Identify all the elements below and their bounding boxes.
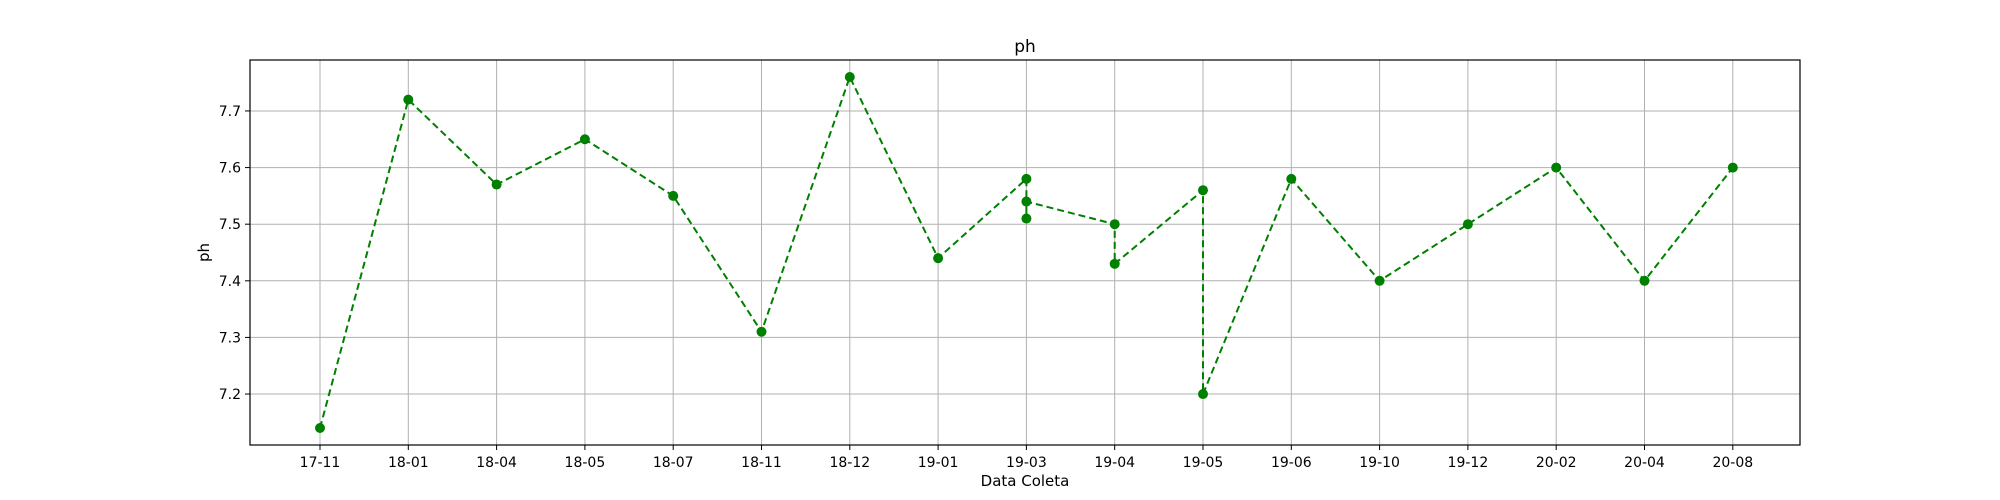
x-tick-label: 17-11: [300, 455, 341, 471]
x-axis-label: Data Coleta: [981, 472, 1070, 490]
x-tick-label: 19-01: [918, 455, 959, 471]
y-tick-label: 7.3: [219, 330, 241, 346]
y-tick-label: 7.2: [219, 387, 241, 403]
y-tick-label: 7.6: [219, 161, 241, 177]
axis-ticks: 17-11 18-01 18-04 18-05 18-07 18-11 18-12 19-01…: [219, 104, 1753, 471]
x-tick-label: 18-05: [565, 455, 606, 471]
data-point: [1109, 258, 1120, 269]
x-tick-label: 18-04: [476, 455, 517, 471]
data-point: [403, 94, 414, 105]
grid: [250, 60, 1800, 445]
data-point: [1374, 275, 1385, 286]
plot-frame: [249, 59, 1801, 446]
data-point: [315, 423, 325, 434]
data-point: [933, 253, 944, 264]
data-point: [491, 179, 502, 190]
x-tick-label: 19-10: [1359, 455, 1400, 471]
data-point: [1021, 213, 1032, 224]
data-point: [844, 71, 855, 82]
data-point: [579, 134, 590, 145]
y-tick-label: 7.7: [219, 104, 241, 120]
x-tick-label: 18-07: [653, 455, 694, 471]
data-point: [1639, 275, 1650, 286]
data-point: [1551, 162, 1562, 173]
x-tick-label: 20-08: [1712, 455, 1753, 471]
data-point: [1109, 219, 1120, 230]
x-tick-label: 19-04: [1094, 455, 1135, 471]
data-point: [1198, 185, 1208, 196]
x-tick-label: 19-03: [1006, 455, 1047, 471]
data-point: [756, 326, 767, 337]
x-tick-label: 20-02: [1536, 455, 1577, 471]
data-point: [1198, 389, 1208, 400]
x-tick-label: 18-11: [741, 455, 782, 471]
data-point: [668, 190, 679, 201]
series-ph: [315, 71, 1738, 434]
x-tick-label: 20-04: [1624, 455, 1665, 471]
x-tick-label: 18-12: [829, 455, 870, 471]
y-tick-label: 7.4: [219, 274, 241, 290]
y-axis-label: ph: [195, 243, 213, 262]
data-point: [1021, 173, 1032, 184]
x-tick-label: 19-05: [1183, 455, 1224, 471]
chart-title: ph: [1014, 37, 1036, 57]
x-tick-label: 19-06: [1271, 455, 1312, 471]
data-point: [1286, 173, 1297, 184]
x-tick-label: 19-12: [1448, 455, 1489, 471]
data-point: [1727, 162, 1738, 173]
y-tick-label: 7.5: [219, 217, 241, 233]
data-point: [1021, 196, 1032, 207]
data-point: [1462, 219, 1473, 230]
x-tick-label: 18-01: [388, 455, 429, 471]
